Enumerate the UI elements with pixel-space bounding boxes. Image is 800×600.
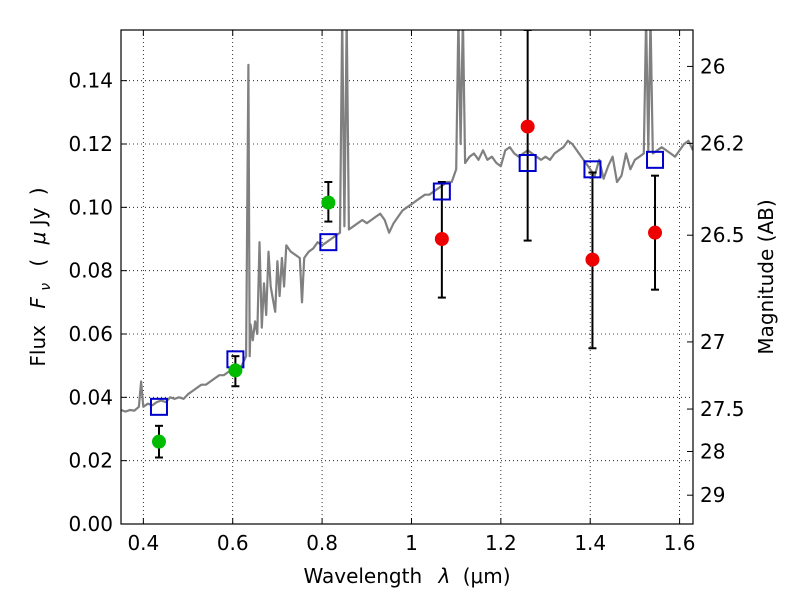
y-axis-label-close: ) <box>26 187 50 195</box>
y-tick-label: 0.00 <box>68 512 113 536</box>
plot-frame <box>120 29 694 525</box>
y2-tick-label: 26.2 <box>700 131 745 155</box>
model-photometry-square <box>149 397 168 416</box>
x-axis-label-unit: (μm) <box>463 564 511 588</box>
red-data-point <box>648 225 663 240</box>
data-points-layer <box>149 30 665 459</box>
y-tick-label: 0.10 <box>68 195 113 219</box>
model-photometry-square <box>583 160 602 179</box>
x-tick-label: 0.4 <box>127 531 159 555</box>
y-tick-label: 0.12 <box>68 132 113 156</box>
x-tick-label: 1.2 <box>485 531 517 555</box>
y2-tick-label: 26 <box>700 54 725 78</box>
green-data-point <box>228 363 243 378</box>
y2-axis-label: Magnitude (AB) <box>754 199 778 354</box>
y2-tick-label: 29 <box>700 483 725 507</box>
y-tick-label: 0.04 <box>68 385 113 409</box>
model-photometry-square <box>518 154 537 172</box>
y-axis-label-unit: Jy <box>26 207 50 227</box>
x-tick-label: 1.4 <box>574 531 606 555</box>
y-tick-label: 0.08 <box>68 259 113 283</box>
y-tick-label: 0.06 <box>68 322 113 346</box>
y-axis-label-symbol: F <box>26 297 50 309</box>
y-axis-label-prefix: Flux <box>26 325 50 367</box>
y-tick-label: 0.02 <box>68 449 113 473</box>
y-tick-label: 0.14 <box>68 69 113 93</box>
y-axis-label: Flux F ν ( μ Jy ) <box>26 187 55 366</box>
x-axis-label-prefix: Wavelength <box>303 564 422 588</box>
y-axis-label-mu: μ <box>26 232 50 246</box>
x-tick-label: 1.6 <box>664 531 696 555</box>
model-photometry-square <box>646 150 665 169</box>
y2-tick-label: 28 <box>700 439 725 463</box>
x-axis-label-symbol: λ <box>438 564 451 588</box>
axis-ticks: 0.4 0.6 0.8 1 1.2 1.4 1.6 0.00 0.02 0.04 0.06 0.08 0… <box>68 30 745 555</box>
x-tick-label: 0.6 <box>217 531 249 555</box>
red-data-point <box>585 252 600 267</box>
model-photometry-square <box>432 182 451 201</box>
red-data-point <box>520 119 535 134</box>
y2-tick-label: 27 <box>700 330 725 354</box>
green-data-point <box>321 195 336 210</box>
x-axis-label: Wavelength λ (μm) <box>303 564 510 588</box>
green-data-point <box>151 434 166 449</box>
plot-area <box>121 30 693 524</box>
y-axis-label-open: ( <box>26 259 50 267</box>
red-data-point <box>434 232 449 246</box>
y2-tick-label: 26.5 <box>700 223 745 247</box>
y-axis-label-subscript: ν <box>38 283 54 291</box>
x-tick-label: 1 <box>405 531 418 555</box>
x-tick-label: 0.8 <box>306 531 338 555</box>
y2-tick-label: 27.5 <box>700 397 745 421</box>
model-photometry-square <box>319 233 338 252</box>
